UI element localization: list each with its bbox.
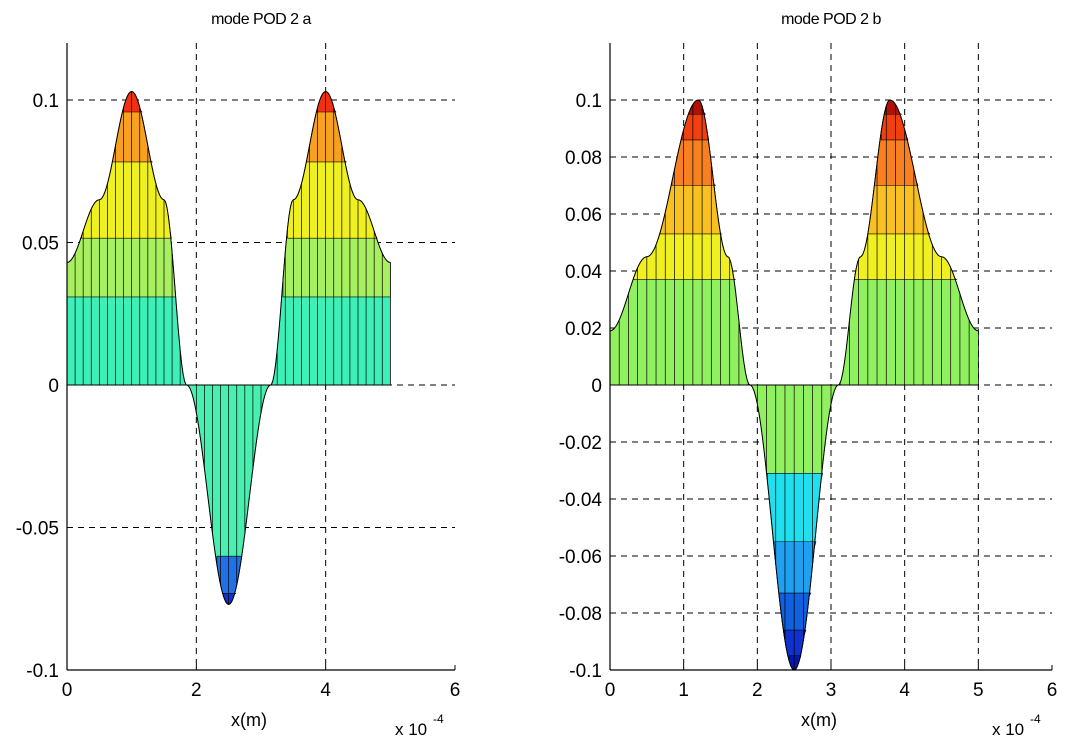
positive-band [688,99,903,115]
x-axis-label: x(m) [801,710,837,730]
x-axis-label: x(m) [231,710,267,730]
y-tick-label: 0.08 [565,148,602,169]
x-axis-multiplier-exponent: -4 [1030,712,1041,726]
x-tick-label: 3 [826,680,837,701]
y-tick-label: 0.04 [565,262,602,283]
y-tick-label: 0.02 [565,319,602,340]
x-tick-label: 0 [62,680,73,701]
tick-labels: -0.1 -0.05 0 0.05 0.1 0 2 4 6 [16,91,461,701]
y-tick-label: 0.1 [576,91,602,112]
negative-band [788,655,802,671]
positive-band [681,99,909,141]
y-tick-label: 0 [48,376,59,397]
profile-outline [66,90,391,605]
x-tick-label: 4 [320,680,331,701]
x-axis-multiplier: x 10 [992,720,1024,739]
chart-title: mode POD 2 a [211,11,311,28]
x-tick-label: 6 [1047,680,1058,701]
y-tick-label: -0.1 [569,661,602,682]
chart-panel-mode-pod-2a: -0.1 -0.05 0 0.05 0.1 0 2 4 6 mode POD 2 a x(m) x 1… [16,11,461,739]
y-tick-label: -0.1 [26,661,59,682]
x-tick-label: 6 [450,680,461,701]
x-tick-label: 0 [605,680,616,701]
mesh-lines [609,99,979,671]
x-tick-label: 2 [191,680,202,701]
x-axis-multiplier: x 10 [395,720,427,739]
chart-panel-mode-pod-2b: -0.1 -0.08 -0.06 -0.04 -0.02 0 0.02 0.04 0.06 0.0… [559,11,1058,739]
x-tick-label: 4 [899,680,910,701]
positive-band [122,91,337,113]
x-axis-multiplier-exponent: -4 [433,712,444,726]
y-tick-label: 0 [591,376,602,397]
y-tick-label: -0.05 [16,519,59,540]
y-tick-label: 0.05 [22,234,59,255]
x-tick-label: 1 [678,680,689,701]
tick-labels: -0.1 -0.08 -0.06 -0.04 -0.02 0 0.02 0.04 0.06 0.0… [559,91,1058,701]
chart-title: mode POD 2 b [781,11,881,28]
x-tick-label: 2 [752,680,763,701]
y-tick-label: 0.06 [565,205,602,226]
y-tick-label: 0.1 [33,91,59,112]
y-tick-label: -0.04 [559,490,603,511]
y-tick-label: -0.08 [559,604,602,625]
x-tick-label: 5 [973,680,984,701]
y-tick-label: -0.06 [559,547,602,568]
y-tick-label: -0.02 [559,433,602,454]
